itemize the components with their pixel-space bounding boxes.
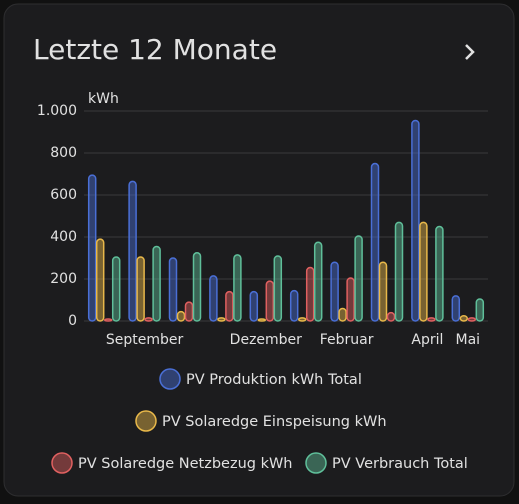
bar <box>233 254 242 322</box>
bar <box>297 317 307 322</box>
x-tick-label: September <box>106 332 184 348</box>
bar <box>249 290 259 322</box>
chart-title: Letzte 12 Monate <box>33 33 277 66</box>
x-tick-label: April <box>411 332 443 348</box>
bar <box>95 238 105 322</box>
bar <box>136 256 145 322</box>
bar <box>225 290 234 322</box>
bar <box>338 307 347 322</box>
bar <box>305 266 315 322</box>
y-tick-label: 1.000 <box>37 103 77 119</box>
bar <box>184 301 194 322</box>
bar <box>370 162 380 322</box>
bar <box>435 225 444 322</box>
legend-label: PV Verbrauch Total <box>332 456 468 472</box>
x-tick-label: Mai <box>456 332 481 348</box>
bar <box>313 241 323 322</box>
bar <box>168 257 178 322</box>
y-tick-label: 200 <box>50 271 77 287</box>
bar <box>411 119 420 322</box>
bar <box>330 261 339 322</box>
plot: 0 200 400 600 800 1.000 September Dezember Febru… <box>37 103 488 474</box>
bar <box>144 317 153 322</box>
legend-swatch <box>159 368 181 390</box>
bar <box>451 295 461 322</box>
legend-label: PV Produktion kWh Total <box>186 372 362 388</box>
bar <box>394 221 404 322</box>
bar <box>467 317 477 322</box>
bar <box>354 235 363 322</box>
card <box>3 3 515 497</box>
bar <box>273 255 283 322</box>
y-tick-label: 0 <box>68 313 77 329</box>
legend-label: PV Solaredge Einspeisung kWh <box>162 414 387 430</box>
bar <box>419 221 428 322</box>
bar <box>346 277 355 322</box>
bar <box>459 315 469 322</box>
bar <box>152 245 161 322</box>
bar <box>128 180 137 322</box>
y-tick-label: 800 <box>50 145 77 161</box>
x-tick-label: Februar <box>320 332 374 348</box>
x-tick-label: Dezember <box>230 332 302 348</box>
bar <box>209 275 218 322</box>
more-chevron[interactable] <box>465 44 475 60</box>
legend-label: PV Solaredge Netzbezug kWh <box>78 456 293 472</box>
bar <box>289 289 299 322</box>
bar <box>265 280 275 322</box>
bar <box>378 261 388 322</box>
bar <box>192 252 202 322</box>
y-tick-label: 400 <box>50 229 77 245</box>
bar <box>176 310 186 322</box>
bar <box>103 318 113 322</box>
bar <box>111 256 121 322</box>
legend-swatch <box>135 410 157 432</box>
legend-swatch <box>51 452 73 474</box>
bar <box>475 298 485 322</box>
y-axis-label: kWh <box>88 91 119 107</box>
bar <box>257 318 267 322</box>
bar <box>427 317 436 322</box>
legend-swatch <box>305 452 327 474</box>
bar <box>386 311 396 322</box>
bar <box>217 317 226 322</box>
y-tick-label: 600 <box>50 187 77 203</box>
bar <box>87 174 97 322</box>
